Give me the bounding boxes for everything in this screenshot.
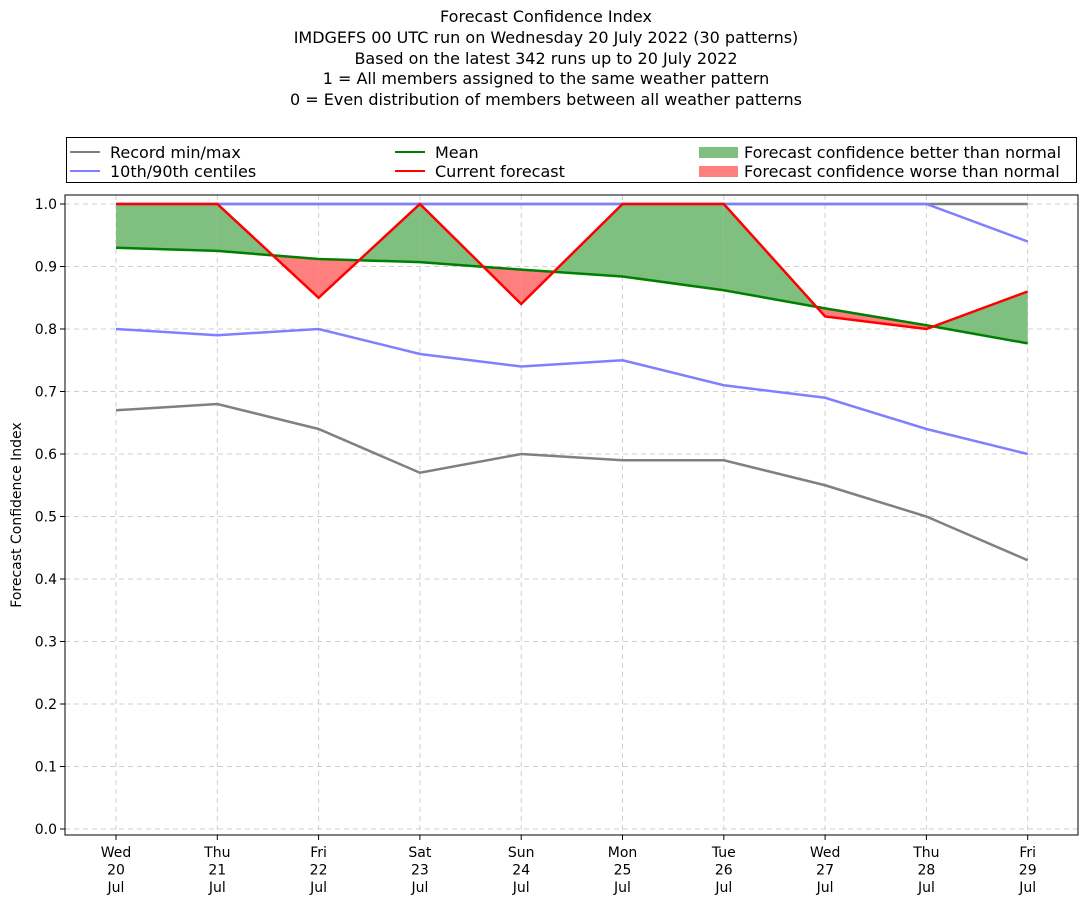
y-axis-ticks: 0.0 0.1 0.2 0.3 0.4 0.5 0.6 0.7 0.8 0.9 1.0 <box>35 197 65 838</box>
y-tick-label: 0.6 <box>35 447 57 463</box>
x-tick-label: Jul <box>917 880 935 896</box>
legend-item-worse: Forecast confidence worse than normal <box>699 161 1060 181</box>
x-tick-label: Wed <box>101 845 132 861</box>
x-tick-label: Jul <box>512 880 530 896</box>
x-tick-label: Sat <box>408 845 431 861</box>
legend-label-current: Current forecast <box>435 161 565 181</box>
chart-subtitle-run: IMDGEFS 00 UTC run on Wednesday 20 July … <box>293 27 799 47</box>
legend-item-mean: Mean <box>395 142 479 162</box>
legend-label-worse: Forecast confidence worse than normal <box>744 161 1060 181</box>
centile-10-line <box>115 327 1028 456</box>
y-tick-label: 0.5 <box>35 510 57 526</box>
x-tick-label: Mon <box>608 845 638 861</box>
legend-swatch-record <box>70 151 100 153</box>
legend-label-record: Record min/max <box>110 142 241 162</box>
x-tick-label: Jul <box>309 880 327 896</box>
x-tick-label: Thu <box>203 845 230 861</box>
x-tick-label: Jul <box>410 880 428 896</box>
legend-label-better: Forecast confidence better than normal <box>744 142 1062 162</box>
chart-title: Forecast Confidence Index <box>440 7 652 26</box>
series-lines <box>115 202 1029 562</box>
y-tick-label: 0.8 <box>35 322 57 338</box>
better-than-normal-area <box>116 204 218 251</box>
legend-swatch-better <box>699 146 738 158</box>
x-tick-label: Jul <box>107 880 125 896</box>
x-tick-label: 26 <box>715 863 733 879</box>
legend-swatch-worse <box>699 165 738 177</box>
x-tick-label: 21 <box>208 863 226 879</box>
chart-subtitle-scale-max: 1 = All members assigned to the same wea… <box>322 69 770 89</box>
current-forecast-line <box>116 202 1029 331</box>
better-than-normal-area <box>622 204 724 291</box>
record-min-line <box>115 402 1029 562</box>
legend-swatch-mean <box>395 151 425 153</box>
legend: Record min/max 10th/90th centiles Mean C… <box>66 137 1077 183</box>
grid-lines <box>65 195 1078 835</box>
x-tick-label: 23 <box>411 863 429 879</box>
x-tick-label: Wed <box>810 845 841 861</box>
y-tick-label: 1.0 <box>35 197 57 213</box>
x-tick-label: Sun <box>508 845 535 861</box>
x-tick-label: 27 <box>816 863 834 879</box>
y-tick-label: 0.2 <box>35 697 57 713</box>
x-tick-label: Jul <box>1018 880 1036 896</box>
x-axis-ticks: Wed20JulThu21JulFri22JulSat23JulSun24Jul… <box>101 835 1037 896</box>
legend-item-current: Current forecast <box>395 161 565 181</box>
chart-title-block: Forecast Confidence Index IMDGEFS 00 UTC… <box>0 7 1092 111</box>
x-tick-label: 28 <box>917 863 935 879</box>
legend-label-mean: Mean <box>435 142 479 162</box>
x-tick-label: Fri <box>310 845 327 861</box>
chart-subtitle-basis: Based on the latest 342 runs up to 20 Ju… <box>354 48 738 68</box>
legend-item-record: Record min/max <box>70 142 241 162</box>
x-tick-label: Tue <box>711 845 736 861</box>
y-tick-label: 0.3 <box>35 635 57 651</box>
x-tick-label: 22 <box>310 863 328 879</box>
legend-swatch-current <box>395 170 425 172</box>
x-tick-label: Jul <box>208 880 226 896</box>
plot-frame <box>64 194 1079 836</box>
x-tick-label: Jul <box>816 880 834 896</box>
x-tick-label: 24 <box>512 863 530 879</box>
legend-label-centiles: 10th/90th centiles <box>110 161 257 181</box>
legend-item-better: Forecast confidence better than normal <box>699 142 1062 162</box>
legend-swatch-centiles <box>70 170 100 172</box>
x-tick-label: Fri <box>1019 845 1036 861</box>
x-tick-label: 20 <box>107 863 125 879</box>
y-axis-label: Forecast Confidence Index <box>9 422 25 607</box>
x-tick-label: Jul <box>714 880 732 896</box>
y-tick-label: 0.4 <box>35 572 57 588</box>
y-tick-label: 0.7 <box>35 385 57 401</box>
x-tick-label: 25 <box>614 863 632 879</box>
y-tick-label: 0.9 <box>35 260 57 276</box>
y-tick-label: 0.0 <box>35 822 57 838</box>
centile-90-line <box>116 202 1029 243</box>
y-tick-label: 0.1 <box>35 760 57 776</box>
x-tick-label: Jul <box>613 880 631 896</box>
chart-subtitle-scale-min: 0 = Even distribution of members between… <box>289 90 803 110</box>
legend-item-centiles: 10th/90th centiles <box>70 161 257 181</box>
x-tick-label: Thu <box>912 845 939 861</box>
mean-line <box>115 246 1028 345</box>
x-tick-label: 29 <box>1019 863 1037 879</box>
